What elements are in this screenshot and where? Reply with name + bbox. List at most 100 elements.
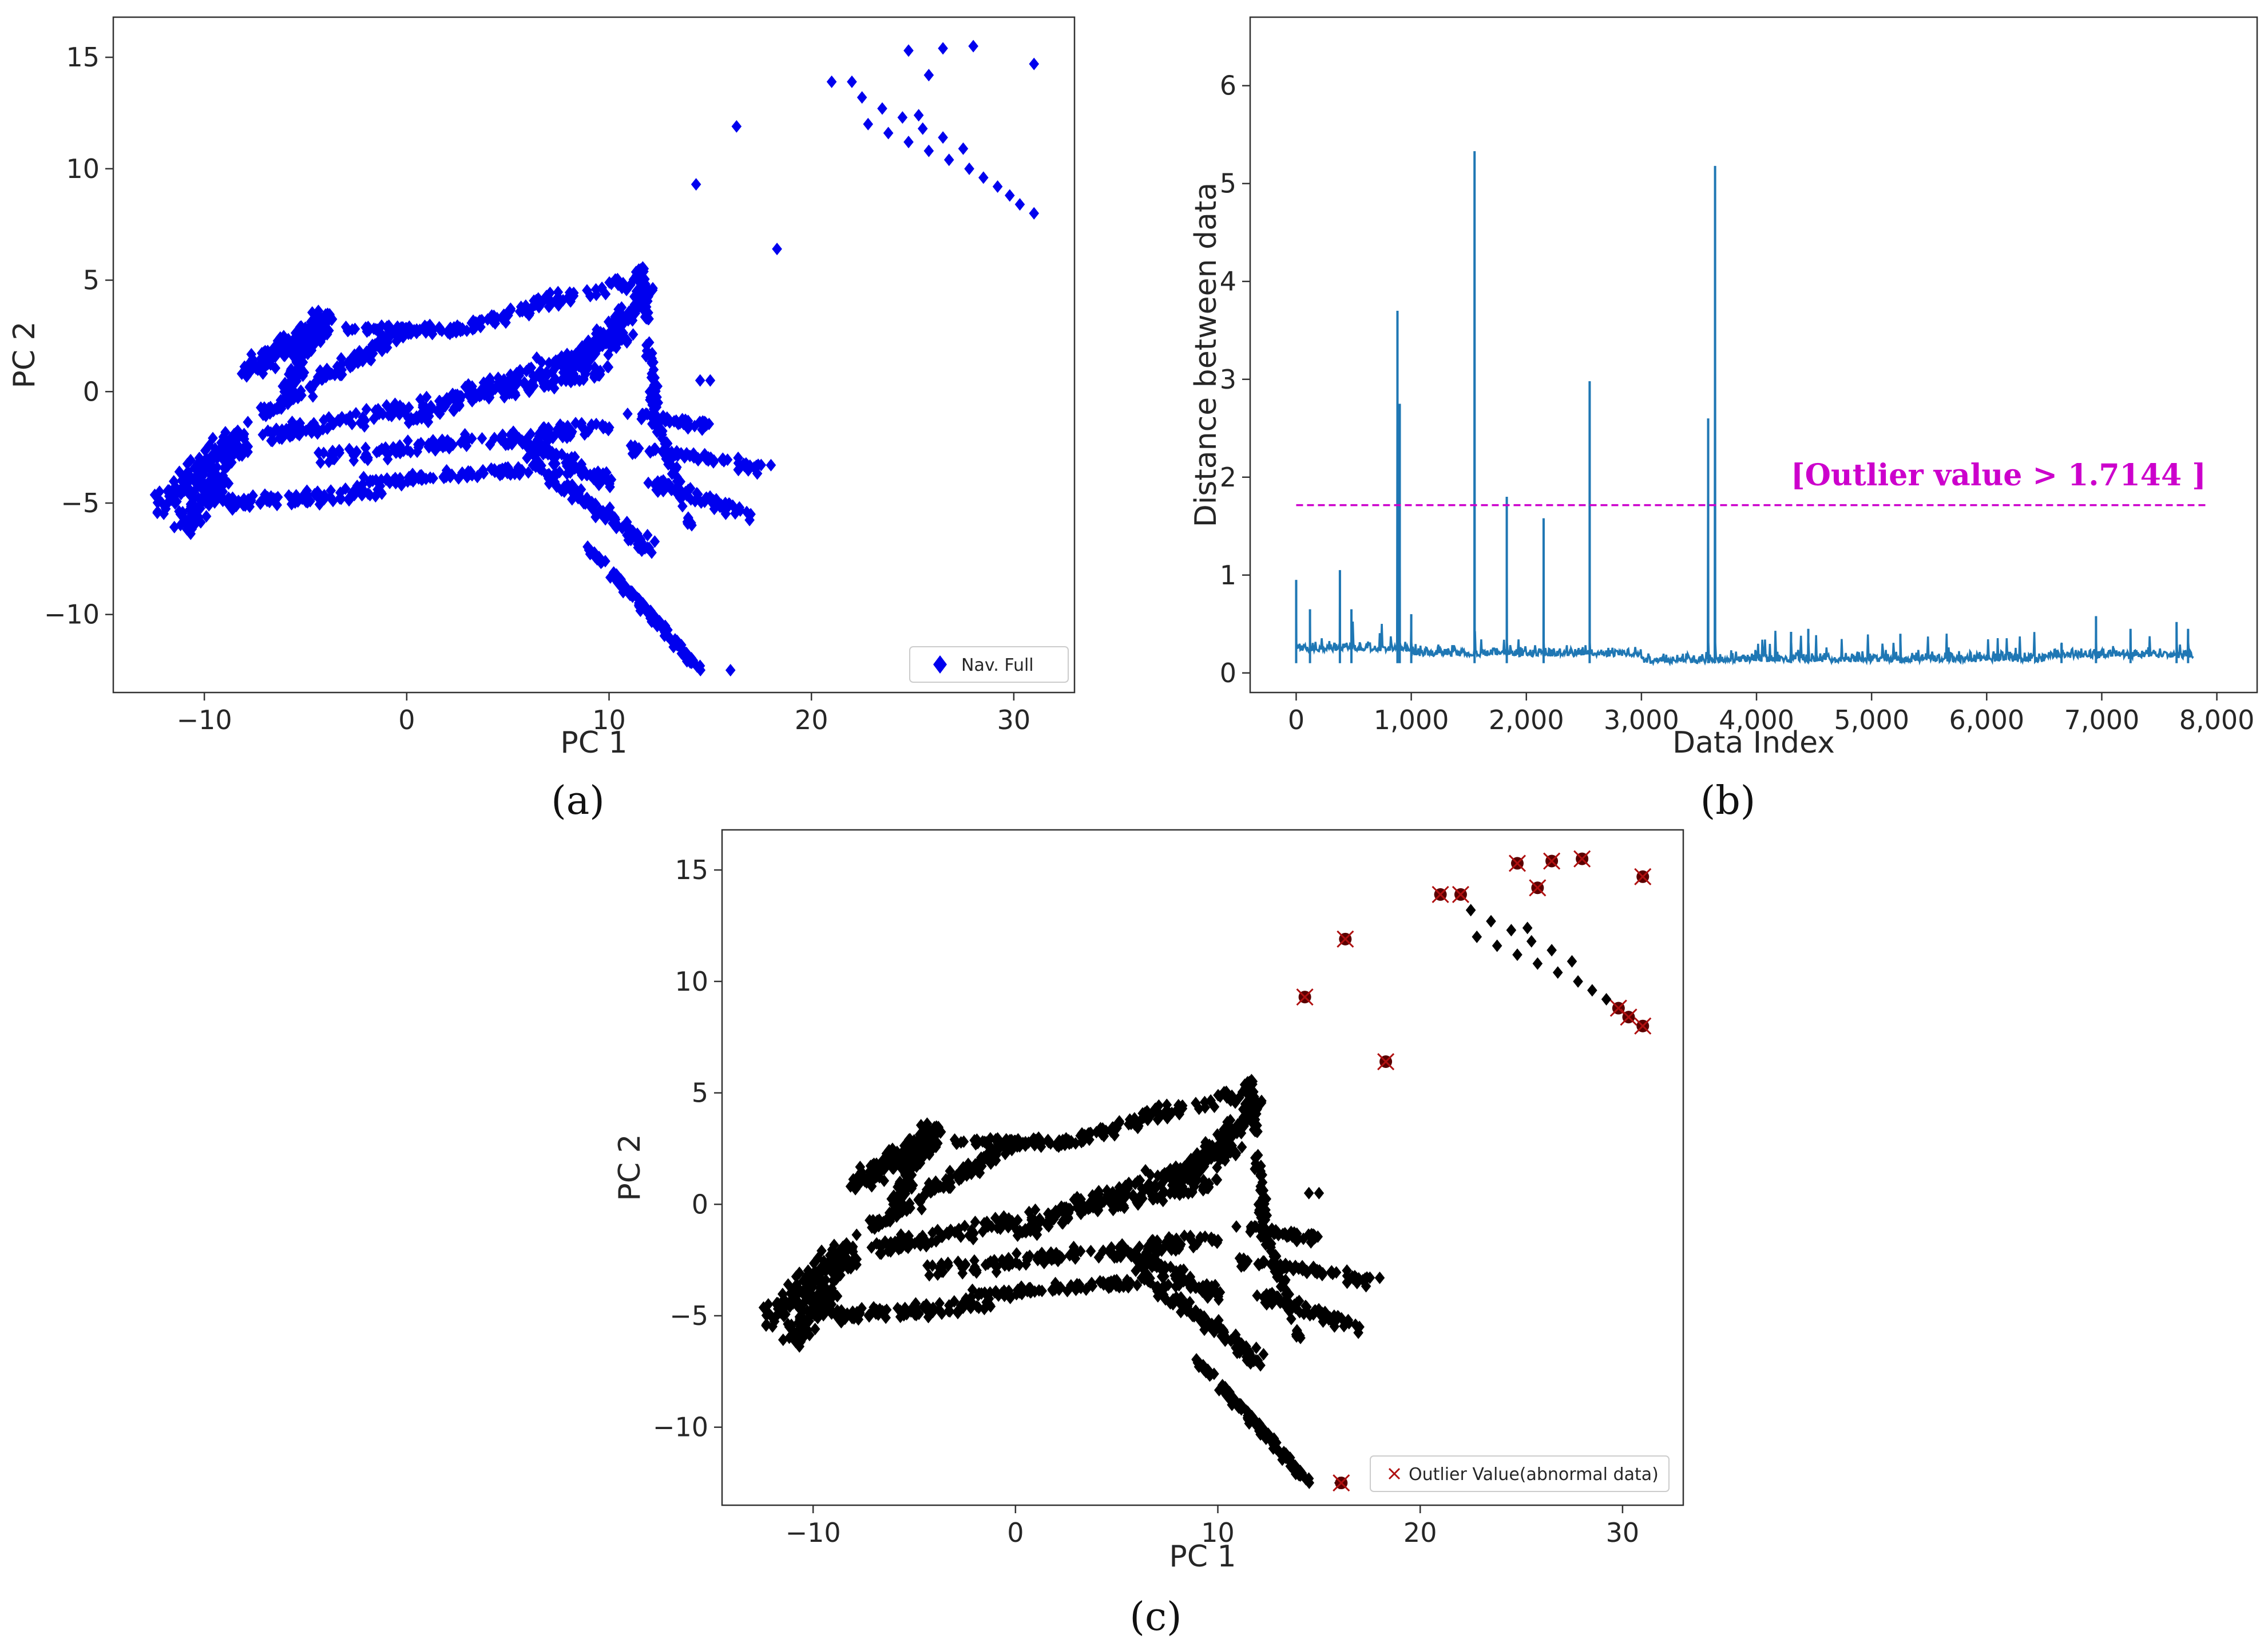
data-point xyxy=(1492,939,1502,952)
data-point xyxy=(1033,1222,1043,1236)
data-point xyxy=(758,1301,769,1314)
data-point xyxy=(469,386,479,399)
data-point xyxy=(627,585,637,598)
data-point xyxy=(938,131,948,144)
data-point xyxy=(581,363,592,377)
data-point xyxy=(1194,1281,1204,1294)
data-point xyxy=(835,1268,846,1281)
data-point xyxy=(561,456,572,469)
data-point xyxy=(386,409,397,422)
data-point xyxy=(265,346,276,359)
data-point xyxy=(358,354,368,367)
data-point xyxy=(955,1299,966,1312)
data-point xyxy=(1171,1244,1181,1257)
data-point xyxy=(919,1233,930,1246)
xtick-label-c: 20 xyxy=(1403,1517,1437,1548)
data-point xyxy=(1255,1180,1266,1193)
data-point xyxy=(647,398,657,412)
data-point xyxy=(1211,1321,1221,1334)
data-point xyxy=(1210,1284,1221,1297)
data-point xyxy=(883,126,894,140)
data-point xyxy=(608,517,618,530)
data-point xyxy=(311,376,322,389)
data-point xyxy=(1243,1412,1254,1426)
data-point xyxy=(623,533,634,547)
data-point xyxy=(440,439,450,452)
data-point xyxy=(652,410,663,424)
data-point xyxy=(564,286,575,299)
data-point xyxy=(794,1266,804,1279)
data-point xyxy=(878,1216,889,1229)
data-point xyxy=(1104,1281,1114,1295)
data-point xyxy=(1204,1320,1215,1333)
data-point xyxy=(1227,1126,1238,1139)
data-point xyxy=(1003,1221,1014,1234)
data-point xyxy=(631,284,642,298)
ytick-label-c: 0 xyxy=(692,1189,708,1220)
data-point xyxy=(1152,1169,1163,1182)
data-point xyxy=(574,374,585,387)
data-point xyxy=(709,502,720,516)
data-point xyxy=(600,287,611,300)
data-point xyxy=(258,492,269,505)
data-point xyxy=(1223,1390,1234,1403)
data-point xyxy=(1287,1230,1298,1243)
data-point xyxy=(1061,1205,1072,1218)
data-point xyxy=(672,470,682,483)
data-point xyxy=(934,1297,945,1310)
data-point xyxy=(1198,1280,1208,1293)
data-point xyxy=(608,571,619,584)
data-point xyxy=(577,421,588,434)
data-point xyxy=(489,309,499,322)
data-point xyxy=(442,434,453,447)
data-point xyxy=(1526,935,1537,948)
data-point xyxy=(1259,1255,1270,1268)
data-point xyxy=(731,120,742,133)
data-point xyxy=(1314,1186,1325,1200)
data-point xyxy=(169,475,180,488)
data-point xyxy=(570,417,581,430)
data-point xyxy=(342,322,352,335)
data-point xyxy=(372,487,382,500)
data-point xyxy=(246,348,257,361)
data-point xyxy=(1210,1142,1221,1155)
ytick-label-c: 15 xyxy=(675,854,708,885)
data-point xyxy=(937,1229,947,1243)
data-point xyxy=(279,349,289,362)
data-point xyxy=(1216,1330,1227,1343)
data-point xyxy=(786,1318,797,1331)
data-point xyxy=(243,358,253,371)
data-point xyxy=(1037,1284,1047,1297)
data-point xyxy=(1343,1313,1354,1327)
data-point xyxy=(266,434,276,448)
data-point xyxy=(524,385,534,398)
outlier-marker xyxy=(1452,885,1470,904)
data-point xyxy=(671,462,681,476)
data-point xyxy=(1100,1193,1111,1206)
data-point xyxy=(498,385,509,398)
data-point xyxy=(802,1304,813,1317)
data-point xyxy=(1318,1315,1329,1328)
data-point xyxy=(386,403,396,416)
data-point xyxy=(958,1135,969,1148)
data-point xyxy=(972,1133,982,1146)
data-point xyxy=(1252,1149,1263,1162)
data-point xyxy=(1217,1145,1228,1158)
data-point xyxy=(272,498,283,512)
data-point xyxy=(902,1238,913,1251)
data-point xyxy=(424,410,434,423)
xlabel-b: Data Index xyxy=(1672,726,1835,760)
xtick-label-a: 0 xyxy=(398,705,415,735)
data-point xyxy=(430,444,441,457)
data-point xyxy=(152,507,162,520)
data-point xyxy=(514,305,525,318)
data-point xyxy=(1236,1141,1247,1154)
data-point xyxy=(193,492,204,505)
data-point xyxy=(368,322,379,335)
data-point xyxy=(1224,1133,1234,1146)
data-point xyxy=(551,479,562,492)
data-point xyxy=(467,323,478,336)
data-point xyxy=(350,322,360,335)
data-point xyxy=(1226,1334,1236,1347)
data-point xyxy=(1243,1101,1254,1114)
